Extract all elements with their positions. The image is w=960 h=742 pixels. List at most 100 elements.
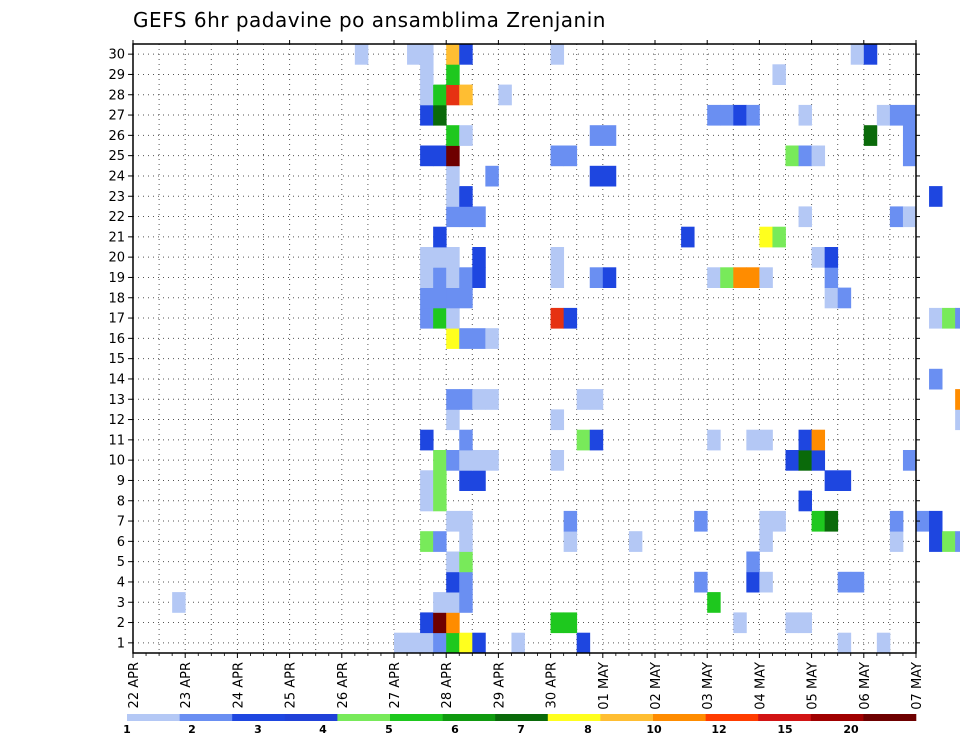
precip-cell	[798, 490, 812, 512]
precip-cell	[485, 450, 499, 471]
legend-label: 15	[777, 723, 792, 736]
precip-cell	[798, 145, 812, 167]
precip-cell	[707, 592, 721, 613]
precip-cell	[955, 389, 960, 410]
y-tick-label: 15	[108, 352, 125, 367]
precip-cell	[759, 571, 773, 593]
precip-cell	[459, 186, 473, 207]
precip-cell	[589, 125, 604, 146]
precip-cell	[446, 632, 460, 654]
y-tick-label: 18	[108, 291, 125, 306]
precip-cell	[472, 470, 486, 491]
precip-cell	[733, 267, 747, 288]
precip-cell	[446, 44, 460, 65]
precip-cell	[446, 206, 460, 228]
precip-cell	[472, 267, 486, 288]
legend-swatch	[705, 714, 759, 721]
precip-cell	[446, 247, 460, 268]
precip-cell	[550, 409, 565, 431]
legend-swatch	[653, 714, 706, 721]
precip-cell	[420, 490, 434, 512]
precip-cell	[772, 64, 786, 85]
precip-cell	[694, 571, 708, 593]
precip-cell	[759, 267, 773, 288]
legend-label: 1	[123, 723, 131, 736]
legend-swatch	[284, 714, 338, 721]
precip-cell	[785, 145, 799, 167]
precip-cell	[472, 450, 486, 471]
x-tick-label: 27 APR	[388, 662, 403, 708]
x-tick-label: 06 MAY	[858, 662, 873, 710]
y-tick-label: 24	[108, 169, 125, 184]
precip-cell	[459, 44, 473, 65]
legend-swatch	[810, 714, 864, 721]
y-tick-label: 9	[117, 474, 125, 489]
precip-cell	[929, 307, 943, 329]
precip-cell	[955, 531, 960, 552]
precip-cell	[576, 389, 591, 410]
y-tick-label: 13	[108, 393, 125, 408]
precip-cell	[394, 632, 408, 654]
precip-cell	[446, 551, 460, 573]
precip-cell	[459, 551, 473, 573]
x-tick-label: 24 APR	[231, 662, 246, 708]
precip-cell	[172, 592, 186, 613]
precip-cell	[550, 450, 565, 471]
precip-cell	[433, 470, 447, 491]
precip-cell	[576, 632, 591, 654]
precip-cell	[433, 145, 447, 167]
precip-cell	[446, 125, 460, 146]
precip-cell	[420, 64, 434, 85]
y-tick-label: 17	[108, 312, 125, 327]
precip-cell	[602, 125, 617, 146]
precip-cell	[902, 206, 917, 228]
precip-cell	[811, 247, 826, 268]
precip-cell	[446, 409, 460, 431]
precip-cell	[759, 531, 773, 552]
precip-cell	[446, 307, 460, 329]
precip-cell	[446, 165, 460, 187]
x-tick-label: 01 MAY	[597, 662, 612, 710]
precip-cell	[589, 389, 604, 410]
x-tick-label: 04 MAY	[753, 662, 768, 710]
precip-cell	[837, 632, 852, 654]
precip-cell	[707, 104, 721, 126]
precip-cell	[863, 44, 878, 65]
precip-cell	[563, 307, 578, 329]
precip-cell	[563, 145, 578, 167]
precip-cell	[707, 429, 721, 451]
precip-cell	[459, 206, 473, 228]
precip-cell	[420, 267, 434, 288]
precip-cell	[433, 287, 447, 309]
precip-cell	[420, 429, 434, 451]
precip-cell	[472, 389, 486, 410]
y-tick-label: 20	[108, 251, 125, 266]
precip-cell	[433, 84, 447, 106]
precip-cell	[785, 450, 799, 471]
precip-cell	[628, 531, 643, 552]
precip-cell	[746, 551, 760, 573]
precip-cell	[459, 287, 473, 309]
precip-cell	[902, 125, 917, 146]
precip-cell	[485, 165, 499, 187]
y-tick-label: 3	[117, 596, 125, 611]
y-tick-label: 4	[117, 575, 125, 590]
precip-cell	[589, 165, 604, 187]
precip-cell	[446, 267, 460, 288]
cells-layer	[172, 44, 960, 654]
y-tick-label: 14	[108, 372, 125, 387]
precip-cell	[563, 612, 578, 634]
precip-cell	[446, 287, 460, 309]
y-tick-label: 6	[117, 535, 125, 550]
precip-cell	[916, 510, 930, 532]
x-tick-label: 28 APR	[440, 662, 455, 708]
precip-cell	[354, 44, 369, 65]
precip-cell	[798, 450, 812, 471]
precip-cell	[433, 267, 447, 288]
precip-cell	[929, 186, 943, 207]
precip-cell	[459, 389, 473, 410]
precip-cell	[759, 429, 773, 451]
y-tick-label: 27	[108, 109, 125, 124]
x-tick-label: 29 APR	[492, 662, 507, 708]
